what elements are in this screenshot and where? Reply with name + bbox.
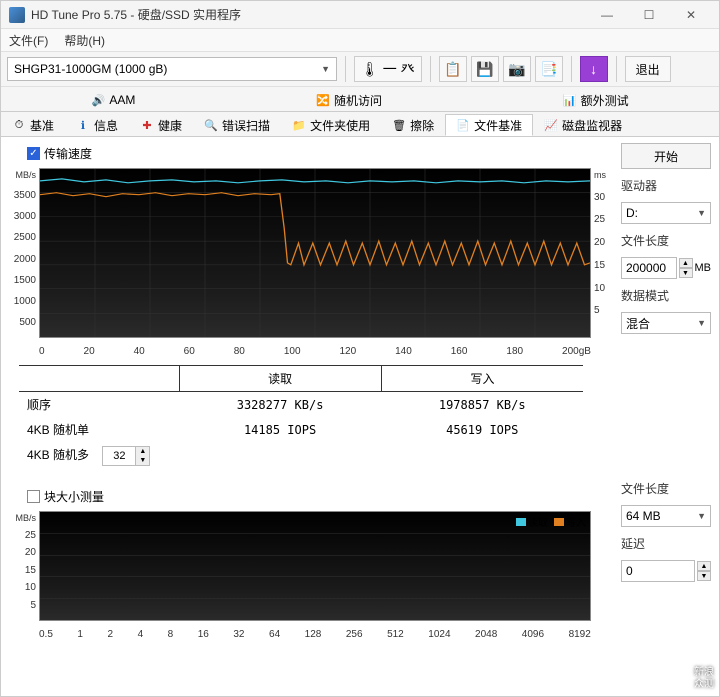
tabs-row-2: ⏱基准 ℹ信息 ✚健康 🔍错误扫描 📁文件夹使用 🗑擦除 📄文件基准 📈磁盘监视… xyxy=(1,112,719,137)
temp-label: 一 癶 xyxy=(383,59,415,79)
settings-button[interactable]: 📑 xyxy=(535,56,563,82)
titlebar: HD Tune Pro 5.75 - 硬盘/SSD 实用程序 — ☐ ✕ xyxy=(1,1,719,29)
tab-aam[interactable]: 🔊AAM xyxy=(80,89,146,111)
chart1-x-axis: 020 4060 80100 120140 160180 200gB xyxy=(39,344,591,357)
table-row: 顺序3328277 KB/s1978857 KB/s xyxy=(19,392,583,418)
minimize-button[interactable]: — xyxy=(587,3,627,27)
blocksize-label: 块大小测量 xyxy=(44,488,104,505)
delay-down[interactable]: ▼ xyxy=(697,571,711,581)
results-table: 读取写入 顺序3328277 KB/s1978857 KB/s 4KB 随机单1… xyxy=(19,365,613,470)
chart-blocksize: MB/s 25 20 15 10 5 读取 写入 xyxy=(9,511,613,623)
info-icon: ℹ xyxy=(76,118,90,132)
tab-info[interactable]: ℹ信息 xyxy=(65,114,129,136)
file-length2-label: 文件长度 xyxy=(621,480,711,497)
copy-icon: 📋 xyxy=(444,61,461,78)
chart2-canvas: 读取 写入 xyxy=(39,511,591,621)
tab-extra-tests[interactable]: 📊额外测试 xyxy=(552,89,640,111)
close-button[interactable]: ✕ xyxy=(671,3,711,27)
save-icon: 💾 xyxy=(476,61,493,78)
delay-label: 延迟 xyxy=(621,535,711,552)
data-mode-label: 数据模式 xyxy=(621,287,711,304)
tab-random-access[interactable]: 🔀随机访问 xyxy=(305,89,393,111)
table-row: 4KB 随机单14185 IOPS45619 IOPS xyxy=(19,417,583,442)
start-button[interactable]: 开始 xyxy=(621,143,711,169)
menubar: 文件(F) 帮助(H) xyxy=(1,29,719,51)
side-panel: 开始 驱动器 D:▼ 文件长度 200000 ▲▼ MB 数据模式 混合▼ 文件… xyxy=(621,143,711,690)
file-length2-select[interactable]: 64 MB▼ xyxy=(621,505,711,527)
gauge-icon: ⏱ xyxy=(12,118,26,132)
threads-input[interactable] xyxy=(103,450,135,462)
health-icon: ✚ xyxy=(140,118,154,132)
threads-stepper[interactable]: ▲▼ xyxy=(102,446,150,466)
monitor-icon: 📈 xyxy=(544,118,558,132)
drive-label: 驱动器 xyxy=(621,177,711,194)
transfer-rate-checkbox[interactable]: ✓ xyxy=(27,147,40,160)
chart-icon: 📊 xyxy=(563,93,577,107)
random-icon: 🔀 xyxy=(316,93,330,107)
chevron-down-icon: ▼ xyxy=(321,64,330,74)
thermometer-icon: 🌡 xyxy=(361,61,379,78)
transfer-rate-label: 传输速度 xyxy=(44,145,92,162)
erase-icon: 🗑 xyxy=(392,118,406,132)
drive-letter-select[interactable]: D:▼ xyxy=(621,202,711,224)
chart1-y-axis-right: ms 30 25 20 15 10 5 xyxy=(591,168,613,340)
tab-health[interactable]: ✚健康 xyxy=(129,114,193,136)
window-title: HD Tune Pro 5.75 - 硬盘/SSD 实用程序 xyxy=(31,6,587,23)
delay-stepper[interactable]: 0 ▲▼ xyxy=(621,560,711,582)
options-button[interactable]: ↓ xyxy=(580,56,608,82)
blocksize-checkbox-row: 块大小测量 xyxy=(27,488,613,505)
chart2-x-axis: 0.51 24 816 3264 128256 5121024 20484096… xyxy=(39,627,591,640)
tab-file-benchmark[interactable]: 📄文件基准 xyxy=(445,114,533,136)
content-area: ✓ 传输速度 MB/s 3500 3000 2500 2000 1500 100… xyxy=(1,137,719,696)
threads-up[interactable]: ▲ xyxy=(135,447,149,456)
tab-error-scan[interactable]: 🔍错误扫描 xyxy=(193,114,281,136)
chart1-canvas xyxy=(39,168,591,338)
drive-select-value: SHGP31-1000GM (1000 gB) xyxy=(14,62,167,76)
tabs-row-1: 🔊AAM 🔀随机访问 📊额外测试 xyxy=(1,87,719,112)
chart2-legend: 读取 写入 xyxy=(516,514,586,529)
down-arrow-icon: ↓ xyxy=(590,61,597,77)
file-length-stepper[interactable]: 200000 ▲▼ MB xyxy=(621,257,711,279)
menu-file[interactable]: 文件(F) xyxy=(9,32,48,49)
toolbar: SHGP31-1000GM (1000 gB) ▼ 🌡 一 癶 📋 💾 📷 📑 … xyxy=(1,51,719,87)
blocksize-checkbox[interactable] xyxy=(27,490,40,503)
delay-up[interactable]: ▲ xyxy=(697,561,711,571)
chart2-y-axis: MB/s 25 20 15 10 5 xyxy=(9,511,39,623)
file-icon: 📄 xyxy=(456,118,470,132)
tab-folder-usage[interactable]: 📁文件夹使用 xyxy=(281,114,381,136)
tab-erase[interactable]: 🗑擦除 xyxy=(381,114,445,136)
copy-button[interactable]: 📋 xyxy=(439,56,467,82)
data-mode-select[interactable]: 混合▼ xyxy=(621,312,711,334)
chevron-down-icon: ▼ xyxy=(697,208,706,218)
file-length-label: 文件长度 xyxy=(621,232,711,249)
chart1-y-axis-left: MB/s 3500 3000 2500 2000 1500 1000 500 xyxy=(9,168,39,340)
tab-disk-monitor[interactable]: 📈磁盘监视器 xyxy=(533,114,633,136)
exit-button[interactable]: 退出 xyxy=(625,56,671,82)
save-button[interactable]: 💾 xyxy=(471,56,499,82)
threads-down[interactable]: ▼ xyxy=(135,456,149,465)
documents-icon: 📑 xyxy=(540,61,557,78)
chart-transfer: MB/s 3500 3000 2500 2000 1500 1000 500 xyxy=(9,168,613,340)
table-row: 4KB 随机多 ▲▼ xyxy=(19,442,583,470)
tab-benchmark[interactable]: ⏱基准 xyxy=(1,114,65,136)
temperature-button[interactable]: 🌡 一 癶 xyxy=(354,56,422,82)
folder-icon: 📁 xyxy=(292,118,306,132)
speaker-icon: 🔊 xyxy=(91,93,105,107)
chevron-down-icon: ▼ xyxy=(697,511,706,521)
menu-help[interactable]: 帮助(H) xyxy=(64,32,105,49)
chevron-down-icon: ▼ xyxy=(697,318,706,328)
drive-select[interactable]: SHGP31-1000GM (1000 gB) ▼ xyxy=(7,57,337,81)
flen-down[interactable]: ▼ xyxy=(679,268,693,278)
screenshot-button[interactable]: 📷 xyxy=(503,56,531,82)
flen-up[interactable]: ▲ xyxy=(679,258,693,268)
app-icon xyxy=(9,7,25,23)
maximize-button[interactable]: ☐ xyxy=(629,3,669,27)
camera-icon: 📷 xyxy=(508,61,525,78)
search-icon: 🔍 xyxy=(204,118,218,132)
transfer-rate-checkbox-row: ✓ 传输速度 xyxy=(27,145,613,162)
app-window: HD Tune Pro 5.75 - 硬盘/SSD 实用程序 — ☐ ✕ 文件(… xyxy=(0,0,720,697)
